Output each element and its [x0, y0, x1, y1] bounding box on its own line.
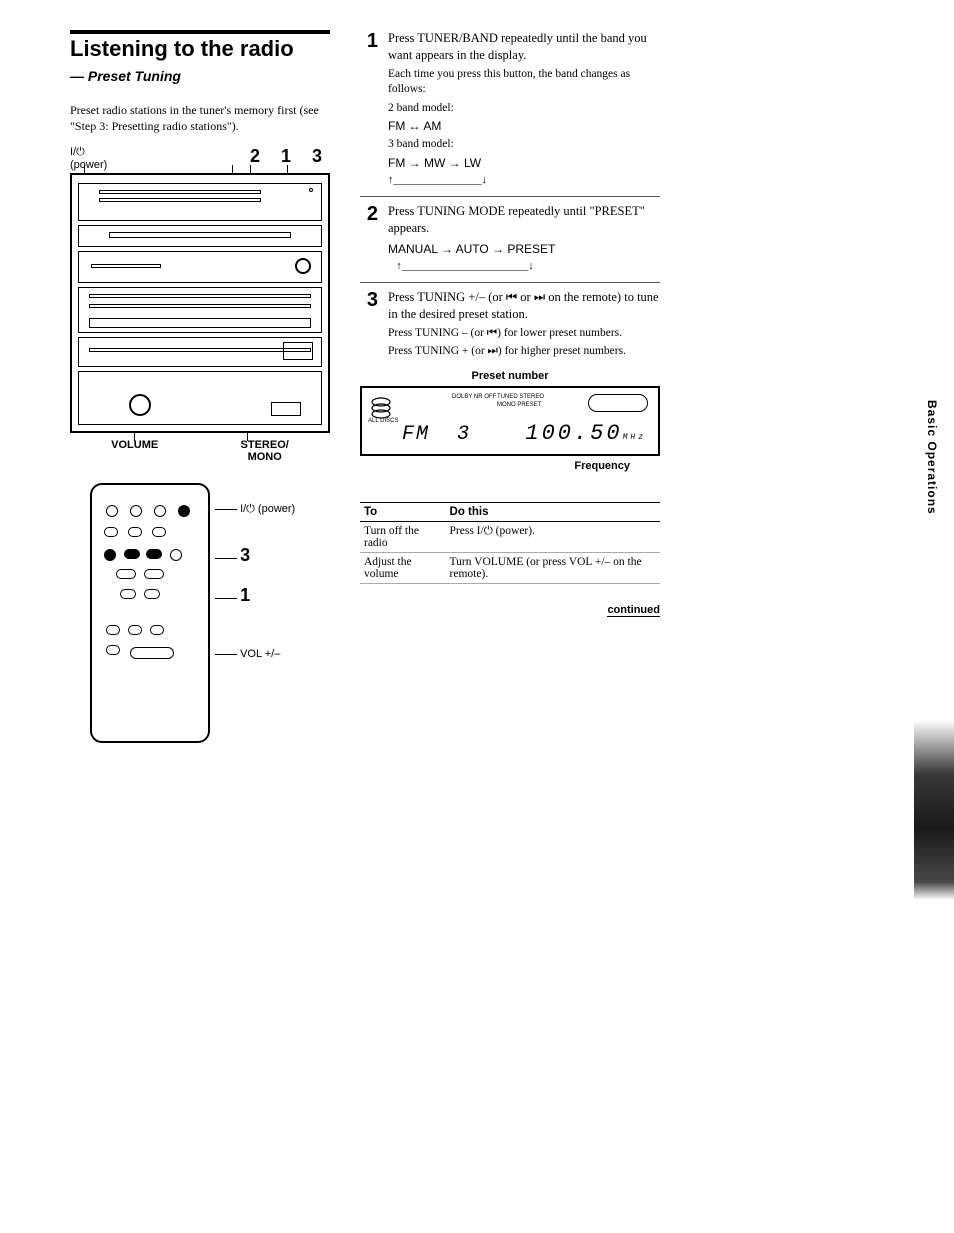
lcd-band: FM [402, 423, 430, 446]
scan-artifact [914, 720, 954, 900]
remote-power-callout: I/⏻ (power) [215, 503, 295, 516]
left-column: Listening to the radio — Preset Tuning P… [70, 30, 330, 743]
table-cell: Adjust the volume [360, 552, 446, 583]
page-title: Listening to the radio [70, 36, 330, 62]
remote-wrapper: I/⏻ (power) 3 1 VOL +/– [70, 483, 330, 743]
page-subtitle: — Preset Tuning [70, 68, 330, 84]
remote-diagram [90, 483, 210, 743]
volume-label: VOLUME [111, 439, 158, 463]
manual-page: Listening to the radio — Preset Tuning P… [0, 0, 954, 783]
intro-text: Preset radio stations in the tuner's mem… [70, 102, 330, 134]
lcd-preset-n: 3 [457, 423, 469, 446]
preset-number-label: Preset number [360, 370, 660, 382]
frequency-label: Frequency [360, 460, 660, 472]
step-1-main: Press TUNER/BAND repeatedly until the ba… [388, 30, 660, 64]
step-2: 2 Press TUNING MODE repeatedly until "PR… [360, 196, 660, 274]
step-1-number: 1 [360, 30, 378, 188]
remote-vol-label: VOL +/– [240, 648, 280, 660]
section-tab: Basic Operations [925, 400, 939, 515]
remote-vol-callout: VOL +/– [215, 648, 280, 660]
step-2-loop: ↑_______________________↓ [388, 259, 660, 274]
remote-1-label: 1 [240, 585, 250, 605]
table-cell: Press I/⏻ (power). [446, 521, 660, 552]
table-row: Turn off the radio Press I/⏻ (power). [360, 521, 660, 552]
actions-table: To Do this Turn off the radio Press I/⏻ … [360, 502, 660, 584]
step-2-number: 2 [360, 203, 378, 274]
right-column: 1 Press TUNER/BAND repeatedly until the … [360, 30, 660, 743]
stereo-bottom-labels: VOLUME STEREO/ MONO [70, 439, 330, 463]
remote-1-callout: 1 [215, 585, 250, 606]
title-rule [70, 30, 330, 34]
step-2-main: Press TUNING MODE repeatedly until "PRES… [388, 203, 660, 237]
lcd-dolby: DOLBY NR OFF [452, 394, 496, 400]
lcd-display: DOLBY NR OFF TUNED STEREO MONO PRESET AL… [360, 386, 660, 456]
step-3: 3 Press TUNING +/– (or ⏮ or ⏭ on the rem… [360, 282, 660, 360]
power-label: I/⏻ (power) [70, 146, 107, 171]
remote-3-label: 3 [240, 545, 250, 565]
step-1: 1 Press TUNER/BAND repeatedly until the … [360, 30, 660, 188]
step-1-sub: Each time you press this button, the ban… [388, 67, 660, 98]
lcd-frequency: 100.50MHz [525, 421, 646, 446]
callout-numbers: 2 1 3 [250, 146, 330, 171]
remote-power-label: I/⏻ (power) [240, 503, 295, 515]
step-1-band2: FM ↔ AM [388, 118, 660, 134]
step-3-main: Press TUNING +/– (or ⏮ or ⏭ on the remot… [388, 289, 660, 323]
lcd-mono: MONO PRESET [497, 402, 541, 408]
step-1-band2-label: 2 band model: [388, 101, 660, 117]
stereo-mono-label: STEREO/ MONO [241, 439, 289, 463]
step-1-band3-label: 3 band model: [388, 137, 660, 153]
step-3-sub2: Press TUNING + (or ⏭) for higher preset … [388, 344, 660, 360]
remote-3-callout: 3 [215, 545, 250, 566]
step-2-modes: MANUAL → AUTO → PRESET [388, 241, 660, 257]
continued-label: continued [607, 604, 660, 617]
stereo-top-labels: I/⏻ (power) 2 1 3 [70, 146, 330, 171]
table-header-do: Do this [446, 502, 660, 521]
step-3-number: 3 [360, 289, 378, 360]
table-cell: Turn VOLUME (or press VOL +/– on the rem… [446, 552, 660, 583]
table-header-to: To [360, 502, 446, 521]
table-cell: Turn off the radio [360, 521, 446, 552]
disc-icon [370, 394, 392, 420]
table-row: Adjust the volume Turn VOLUME (or press … [360, 552, 660, 583]
lcd-tuned: TUNED STEREO [497, 394, 544, 400]
step-3-sub1: Press TUNING – (or ⏮) for lower preset n… [388, 326, 660, 342]
stereo-system-diagram [70, 173, 330, 433]
step-1-band3: FM → MW → LW [388, 155, 660, 171]
step-1-loop: ↑________________↓ [388, 173, 660, 188]
